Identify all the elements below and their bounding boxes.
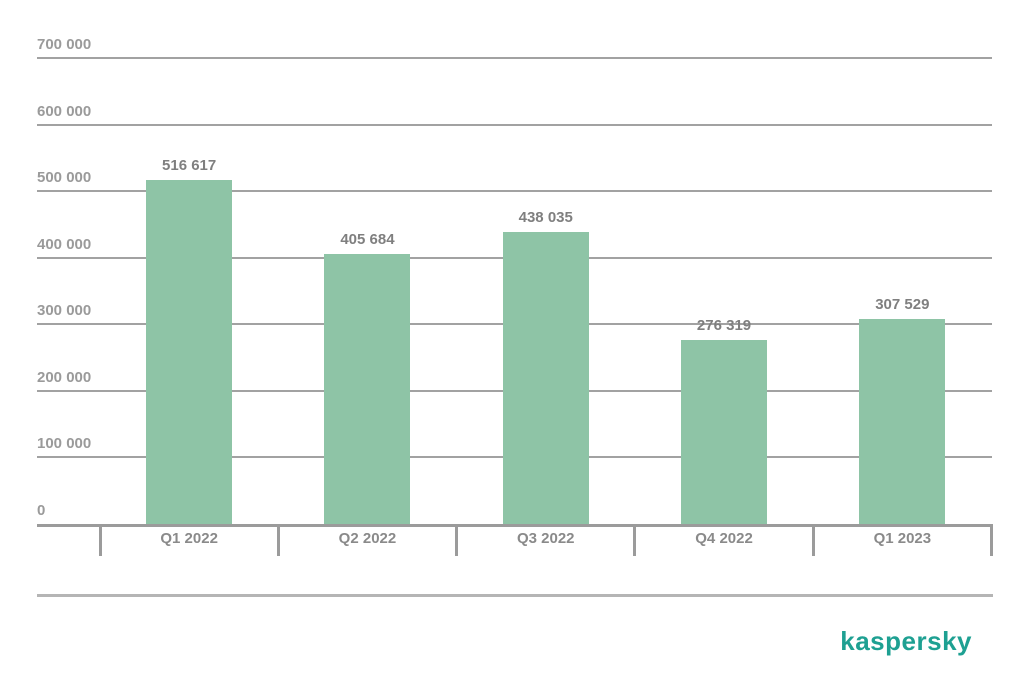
x-axis-tick bbox=[98, 524, 102, 556]
bar-q3-2022 bbox=[502, 232, 589, 524]
footer-divider bbox=[37, 594, 993, 597]
y-axis-tick-label: 600 000 bbox=[37, 102, 92, 120]
x-axis-category-label-q4-2022: Q4 2022 bbox=[695, 530, 753, 547]
x-axis-tick bbox=[811, 524, 815, 556]
y-axis-tick-label: 0 bbox=[37, 502, 46, 519]
x-axis-line bbox=[37, 524, 992, 527]
bar-value-label-q2-2022: 405 684 bbox=[340, 230, 395, 248]
x-axis-category-label-q1-2023: Q1 2023 bbox=[873, 530, 932, 547]
x-axis-category-label-q3-2022: Q3 2022 bbox=[516, 530, 575, 547]
x-axis-tick bbox=[990, 524, 993, 556]
gridline-700000 bbox=[37, 57, 992, 59]
x-axis-tick bbox=[633, 524, 637, 556]
x-axis-category-label-q1-2022: Q1 2022 bbox=[160, 530, 218, 547]
y-axis-tick-label: 300 000 bbox=[37, 302, 92, 320]
bar-q1-2022 bbox=[146, 180, 233, 524]
x-axis-tick bbox=[455, 524, 459, 556]
gridline-500000 bbox=[37, 190, 992, 193]
y-axis-tick-label: 200 000 bbox=[37, 368, 92, 386]
bar-q4-2022 bbox=[681, 340, 768, 524]
bar-value-label-q3-2022: 438 035 bbox=[518, 209, 573, 227]
bar-value-label-q1-2022: 516 617 bbox=[162, 157, 217, 175]
bar-q2-2022 bbox=[324, 253, 411, 524]
x-axis-category-label-q2-2022: Q2 2022 bbox=[338, 530, 397, 547]
bar-value-label-q1-2023: 307 529 bbox=[875, 296, 930, 314]
x-axis-tick bbox=[276, 524, 280, 556]
gridline-600000 bbox=[37, 123, 992, 126]
kaspersky-logo: kaspersky bbox=[840, 626, 972, 656]
y-axis-tick-label: 400 000 bbox=[37, 235, 92, 253]
bar-q1-2023 bbox=[859, 319, 946, 524]
y-axis-tick-label: 100 000 bbox=[37, 435, 92, 453]
y-axis-tick-label: 700 000 bbox=[37, 36, 92, 53]
y-axis-tick-label: 500 000 bbox=[37, 169, 92, 187]
bar-value-label-q4-2022: 276 319 bbox=[696, 317, 752, 335]
